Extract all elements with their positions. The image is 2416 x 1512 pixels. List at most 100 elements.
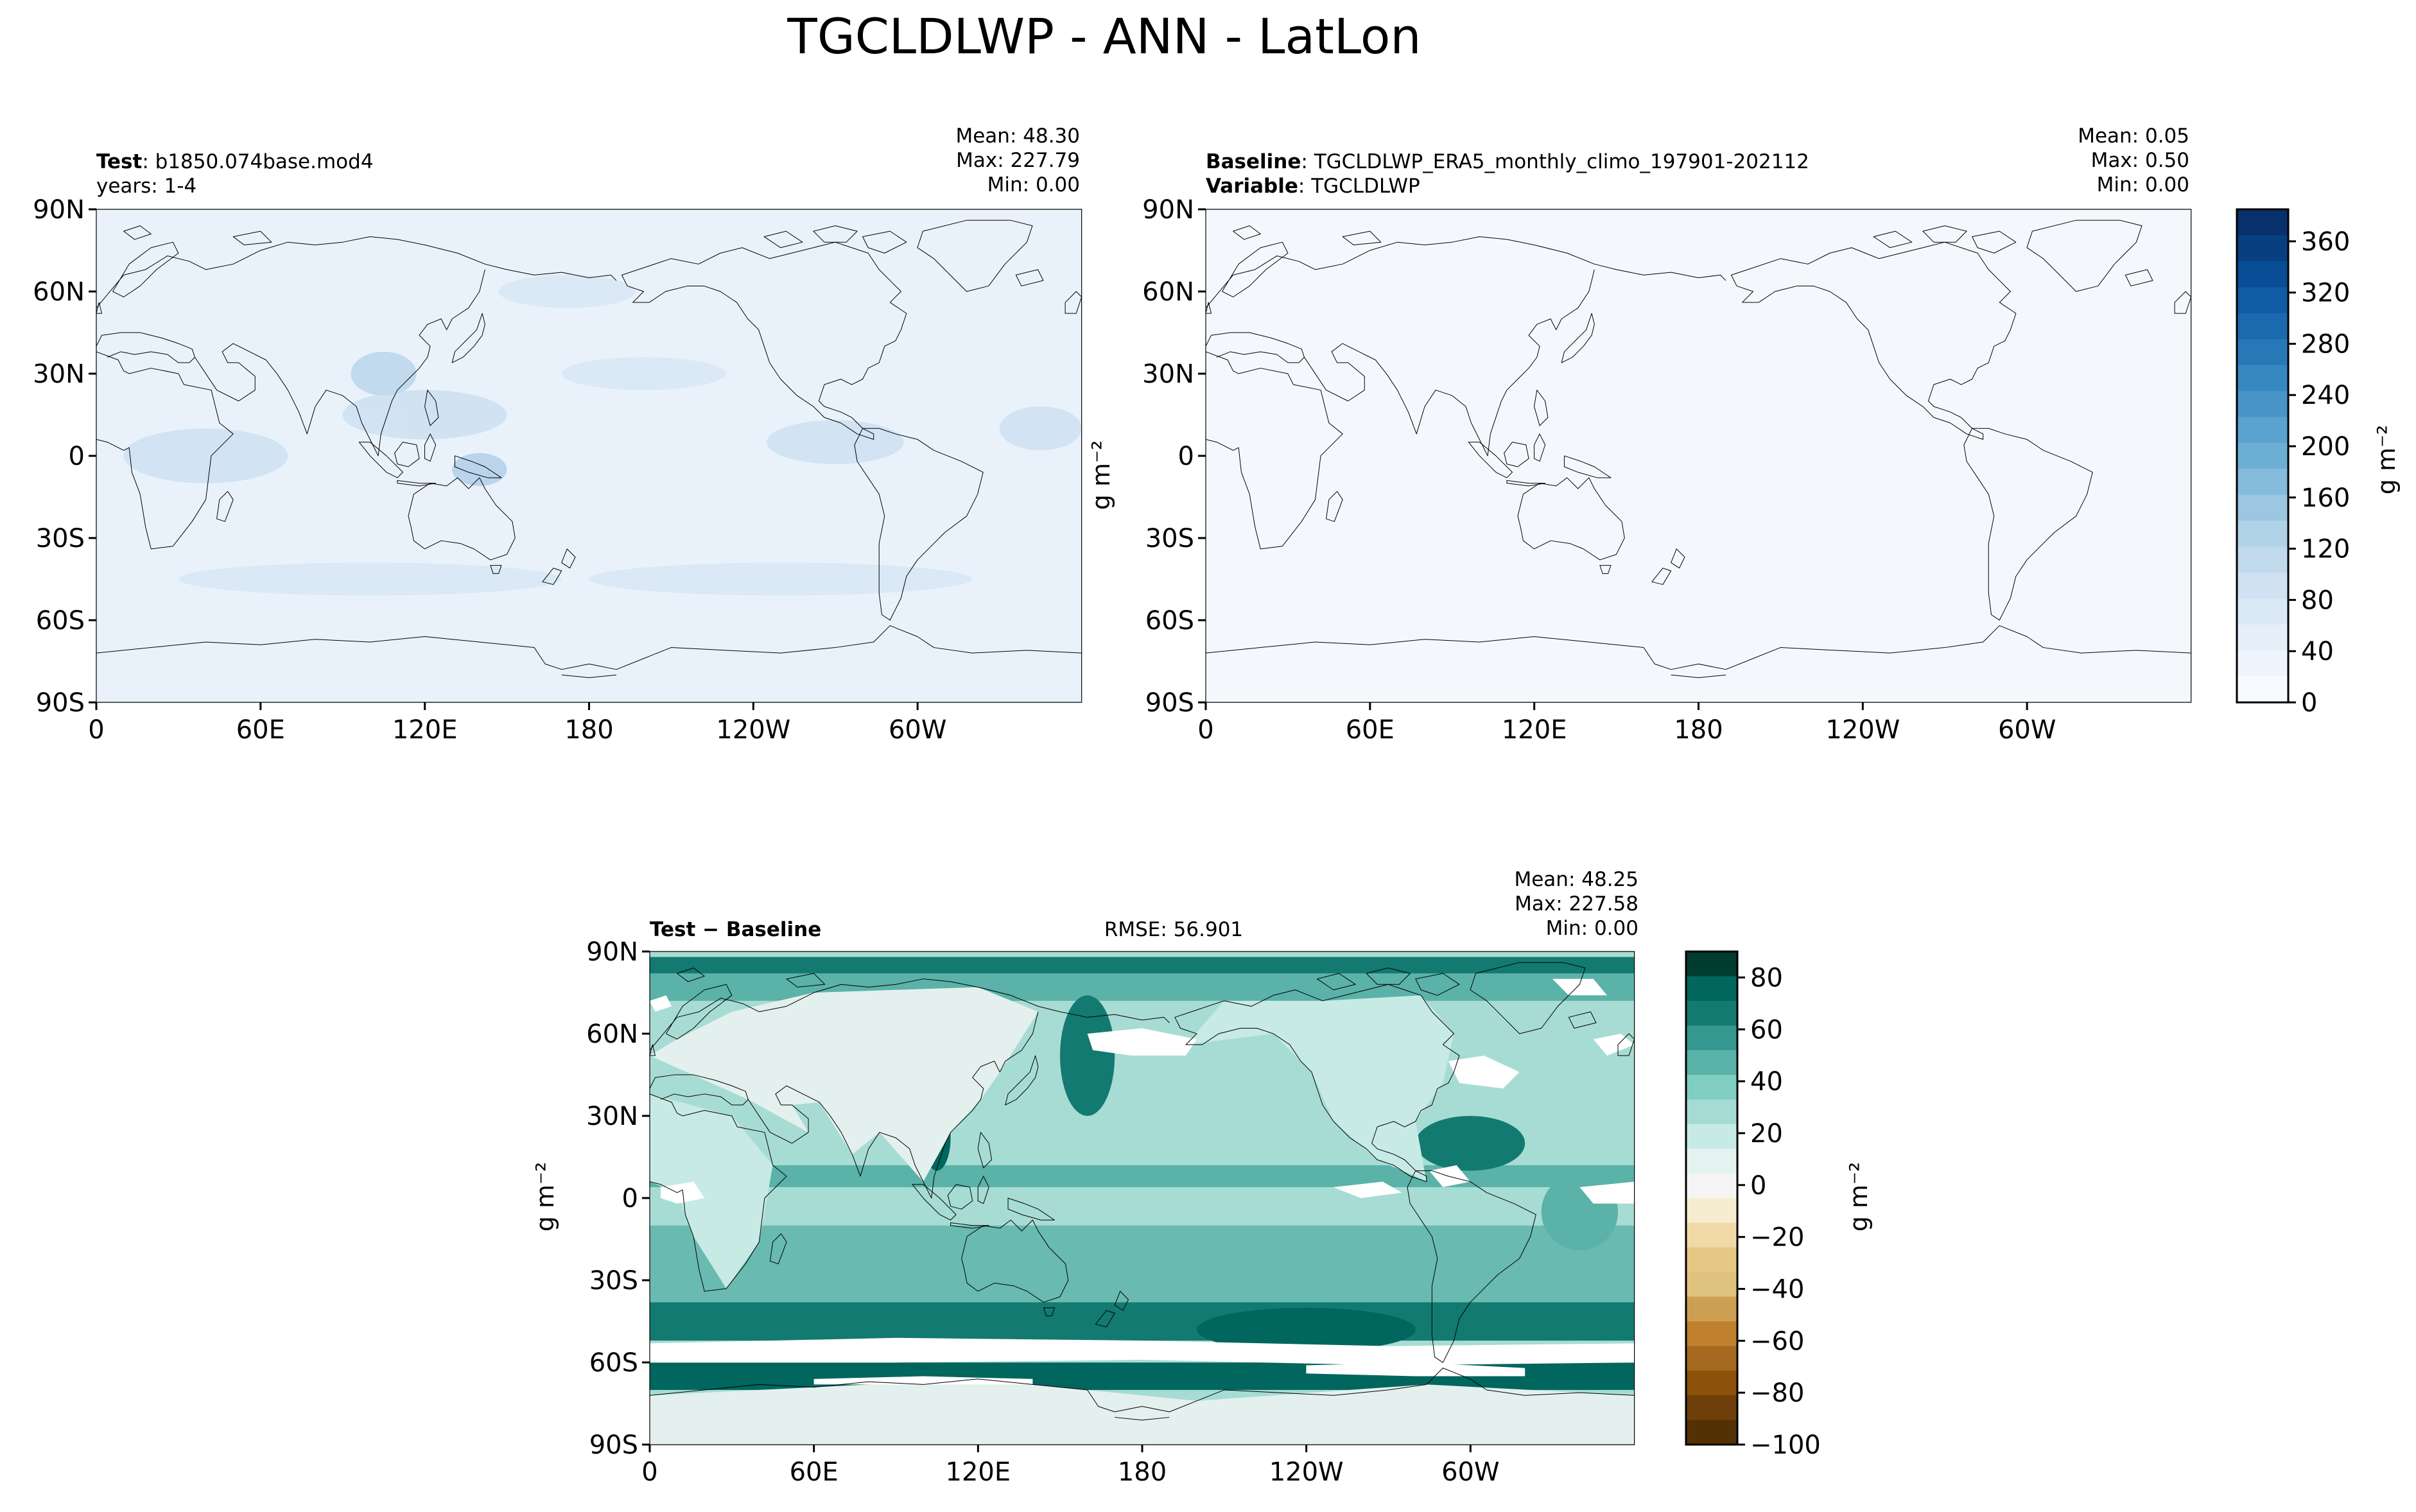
colorbar-diff-tick-label: −40 [1750, 1274, 1804, 1304]
colorbar-field-units: g m⁻² [2372, 425, 2401, 495]
test-lat-tick-label: 60S [36, 606, 85, 636]
colorbar-field-tick-label: 120 [2301, 535, 2350, 564]
colorbar-field-tick-label: 160 [2301, 483, 2350, 513]
test-max: Max: 227.79 [956, 149, 1080, 172]
baseline-lat-tick-label: 30S [1145, 524, 1194, 553]
baseline-mean: Mean: 0.05 [2078, 125, 2189, 148]
baseline-lat-tick-label: 90S [1145, 688, 1194, 718]
colorbar-field-swatch [2237, 546, 2288, 573]
test-lon-tick-label: 60W [889, 715, 946, 745]
baseline-lon-tick-label: 120W [1825, 715, 1900, 745]
baseline-ylabel-units: g m⁻² [1087, 440, 1115, 510]
test-lat-tick-label: 30N [33, 360, 85, 389]
colorbar-field-swatch [2237, 598, 2288, 625]
colorbar-diff-swatch [1686, 1099, 1737, 1125]
diff-mean: Mean: 48.25 [1514, 868, 1638, 891]
diff-ylabel-units: g m⁻² [531, 1162, 559, 1232]
colorbar-field-swatch [2237, 235, 2288, 262]
baseline-lat-tick-label: 0 [1178, 442, 1194, 471]
colorbar-diff-swatch [1686, 1370, 1737, 1396]
colorbar-field-swatch [2237, 572, 2288, 599]
colorbar-diff-tick-label: 20 [1750, 1119, 1783, 1149]
colorbar-field-tick-label: 0 [2301, 688, 2317, 718]
colorbar-field-swatch [2237, 365, 2288, 392]
colorbar-diff-swatch [1686, 1050, 1737, 1075]
colorbar-field-swatch [2237, 313, 2288, 340]
diff-lon-tick-label: 60E [790, 1457, 839, 1487]
colorbar-field: 0 40 80 120 160 200 240 280 320 360 [2236, 208, 2350, 718]
colorbar-diff-units: g m⁻² [1845, 1162, 1873, 1232]
figure-title: TGCLDLWP - ANN - LatLon [787, 8, 1421, 65]
baseline-lon-tick-label: 180 [1674, 715, 1723, 745]
colorbar-diff-swatch [1686, 1149, 1737, 1174]
diff-map [650, 952, 1635, 1445]
diff-lat-tick-label: 30N [586, 1102, 638, 1131]
test-lon-tick-label: 180 [564, 715, 613, 745]
colorbar-field-swatch [2237, 469, 2288, 496]
diff-lat-tick-label: 90N [586, 937, 638, 967]
colorbar-diff-swatch [1686, 1025, 1737, 1051]
colorbar-diff-tick-label: 40 [1750, 1067, 1783, 1097]
test-lat-tick-label: 30S [36, 524, 85, 553]
colorbar-field-swatch [2237, 390, 2288, 417]
test-years: years: 1-4 [96, 175, 196, 198]
test-map [96, 209, 1082, 702]
baseline-max: Max: 0.50 [2091, 149, 2189, 172]
baseline-lat-tick-label: 30N [1142, 360, 1194, 389]
colorbar-diff-tick-label: −20 [1750, 1223, 1804, 1253]
diff-lat-tick-label: 30S [589, 1266, 638, 1296]
baseline-lat-tick-label: 90N [1142, 195, 1194, 225]
colorbar-diff-swatch [1686, 1075, 1737, 1100]
test-mean: Mean: 48.30 [955, 125, 1080, 148]
colorbar-field-swatch [2237, 209, 2288, 236]
diff-lat-tick-label: 60S [589, 1348, 638, 1378]
baseline-map [1206, 209, 2191, 702]
colorbar-field-swatch [2237, 261, 2288, 288]
test-lat-tick-label: 60N [33, 277, 85, 307]
baseline-panel: Baseline: TGCLDLWP_ERA5_monthly_climo_19… [1206, 125, 2191, 702]
colorbar-diff-tick-label: 80 [1750, 963, 1783, 993]
diff-lon-tick-label: 60W [1441, 1457, 1499, 1487]
colorbar-diff-swatch [1686, 976, 1737, 1002]
colorbar-field-tick-label: 320 [2301, 279, 2350, 308]
colorbar-field-swatch [2237, 521, 2288, 548]
colorbar-diff-swatch [1686, 1247, 1737, 1273]
baseline-lon-tick-label: 0 [1197, 715, 1213, 745]
diff-lon-tick-label: 120E [946, 1457, 1011, 1487]
test-lat-tick-label: 90N [33, 195, 85, 225]
diff-rmse: RMSE: 56.901 [1104, 918, 1243, 941]
test-lat-tick-label: 0 [69, 442, 85, 471]
colorbar-field-swatch [2237, 417, 2288, 444]
baseline-lon-tick-label: 120E [1502, 715, 1567, 745]
test-panel: Test: b1850.074base.mod4 years: 1-4 Mean… [96, 125, 1082, 702]
test-label: Test: b1850.074base.mod4 [96, 150, 374, 173]
test-lon-tick-label: 120W [716, 715, 790, 745]
colorbar-field-tick-label: 360 [2301, 227, 2350, 257]
test-lon-tick-label: 120E [392, 715, 458, 745]
diff-panel: Test − Baseline RMSE: 56.901 Mean: 48.25… [650, 868, 1638, 1445]
colorbar-diff-tick-label: 60 [1750, 1015, 1783, 1045]
colorbar-field-swatch [2237, 494, 2288, 521]
baseline-variable: Variable: TGCLDLWP [1206, 175, 1420, 198]
colorbar-diff-tick-label: −60 [1750, 1326, 1804, 1356]
test-lat-tick-label: 90S [36, 688, 85, 718]
baseline-label: Baseline: TGCLDLWP_ERA5_monthly_climo_19… [1206, 150, 1809, 173]
colorbar-diff-swatch [1686, 1420, 1737, 1445]
diff-max: Max: 227.58 [1515, 892, 1638, 916]
colorbar-field-swatch [2237, 339, 2288, 366]
colorbar-diff-tick-label: 0 [1750, 1171, 1766, 1201]
baseline-lat-tick-label: 60N [1142, 277, 1194, 307]
colorbar-diff-swatch [1686, 1296, 1737, 1322]
test-lon-tick-label: 0 [88, 715, 104, 745]
colorbar-field-tick-label: 40 [2301, 637, 2334, 666]
diff-min: Min: 0.00 [1546, 917, 1638, 940]
diff-lon-tick-label: 180 [1118, 1457, 1167, 1487]
colorbar-diff-swatch [1686, 1395, 1737, 1421]
colorbar-diff-swatch [1686, 1222, 1737, 1248]
colorbar-diff-tick-label: −100 [1750, 1430, 1821, 1460]
colorbar-field-tick-label: 200 [2301, 432, 2350, 462]
colorbar-field-tick-label: 240 [2301, 381, 2350, 410]
baseline-lon-tick-label: 60W [1998, 715, 2056, 745]
diff-lon-tick-label: 120W [1269, 1457, 1344, 1487]
colorbar-diff-swatch [1686, 1000, 1737, 1026]
